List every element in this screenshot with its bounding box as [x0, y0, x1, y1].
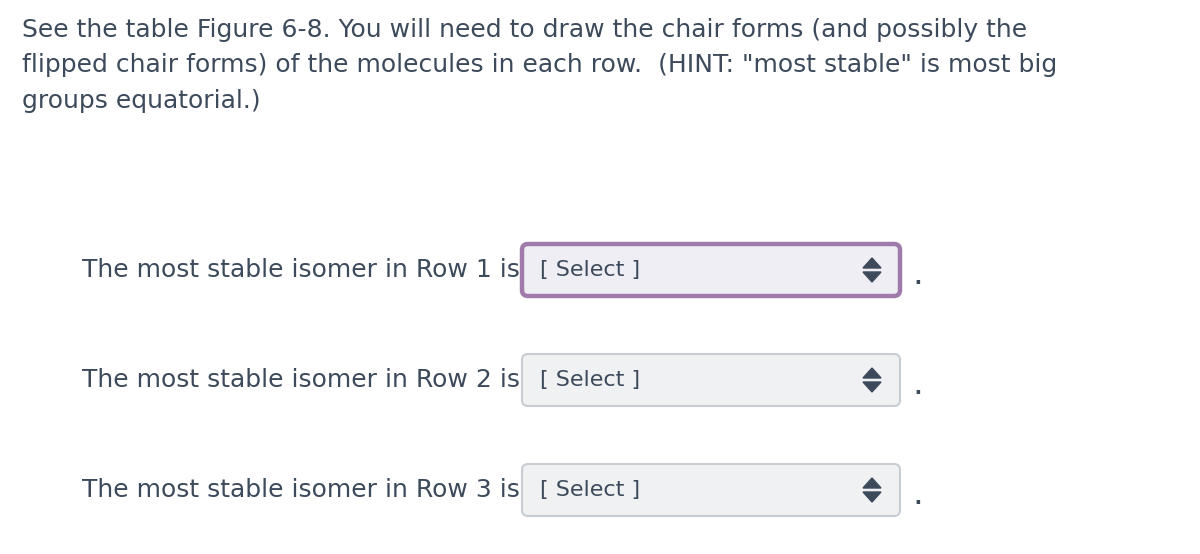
Text: See the table Figure 6-8. You will need to draw the chair forms (and possibly th: See the table Figure 6-8. You will need …	[22, 18, 1057, 113]
Polygon shape	[863, 492, 881, 502]
Text: The most stable isomer in Row 2 is: The most stable isomer in Row 2 is	[82, 368, 520, 392]
Text: The most stable isomer in Row 3 is: The most stable isomer in Row 3 is	[82, 478, 520, 502]
Polygon shape	[863, 382, 881, 392]
FancyBboxPatch shape	[522, 244, 900, 296]
Text: [ Select ]: [ Select ]	[540, 370, 640, 390]
FancyBboxPatch shape	[522, 464, 900, 516]
Text: [ Select ]: [ Select ]	[540, 260, 640, 280]
Text: .: .	[912, 478, 923, 510]
Text: The most stable isomer in Row 1 is: The most stable isomer in Row 1 is	[82, 258, 520, 282]
Polygon shape	[863, 258, 881, 268]
Polygon shape	[863, 272, 881, 282]
Polygon shape	[863, 478, 881, 488]
Polygon shape	[863, 368, 881, 378]
Text: .: .	[912, 367, 923, 401]
FancyBboxPatch shape	[522, 354, 900, 406]
Text: [ Select ]: [ Select ]	[540, 480, 640, 500]
Text: .: .	[912, 258, 923, 290]
